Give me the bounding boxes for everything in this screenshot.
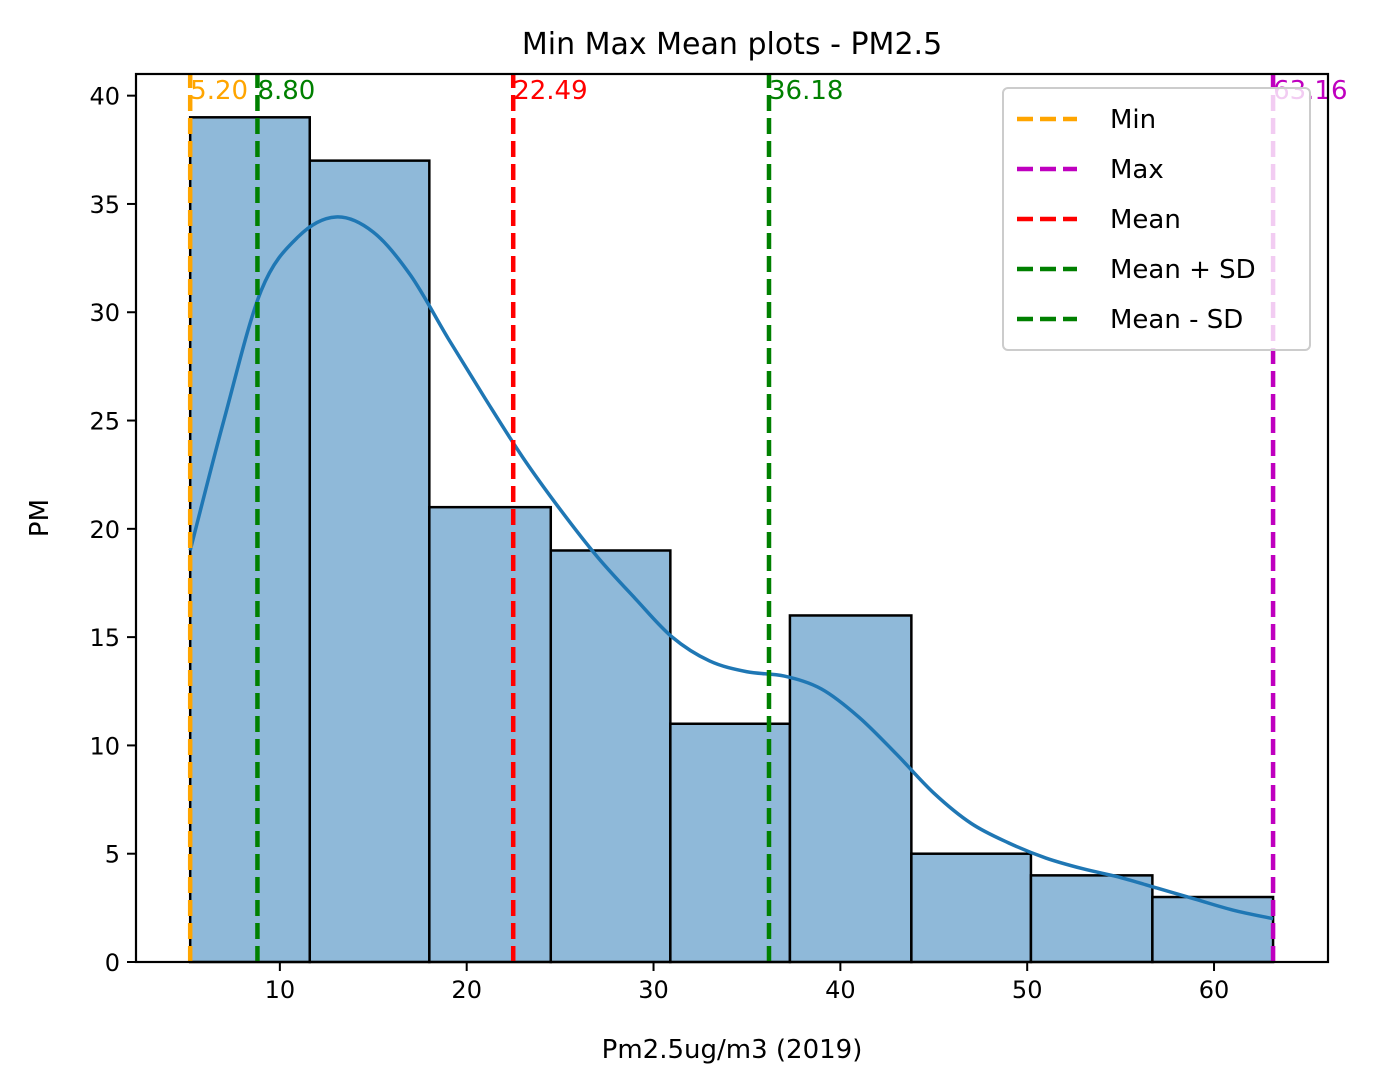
x-tick-label: 20 [451,976,482,1004]
histogram-bar-9 [1151,895,1275,964]
y-tick-label: 0 [105,949,120,977]
x-tick-label: 10 [265,976,296,1004]
histogram-bar-8 [1029,874,1154,964]
y-tick-label: 25 [89,408,120,436]
y-tick-label: 15 [89,624,120,652]
reference-label-mean: 22.49 [513,76,587,106]
histogram-bar-6 [788,614,913,964]
x-tick-label: 60 [1199,976,1230,1004]
x-axis-title: Pm2.5ug/m3 (2019) [602,1035,863,1065]
chart-title: Min Max Mean plots - PM2.5 [522,27,942,62]
x-tick-label: 40 [825,976,856,1004]
legend: Min Max Mean Mean + SD Mean - SD [1002,87,1311,351]
legend-label-mean-minus-plus-minus-sd: Mean + SD [1110,255,1256,285]
plot-frame [134,72,1330,964]
legend-label-max: Max [1110,155,1164,185]
y-tick-label: 5 [105,841,120,869]
legend-label-min: Min [1110,105,1156,135]
reference-label-mean-minus-sd: 8.80 [257,76,315,106]
kde-layer [188,215,1274,921]
legend-label-mean-minus-sd: Mean - SD [1110,305,1243,335]
y-axis-title: PM [25,499,55,537]
histogram-bar-2 [308,159,431,964]
histogram-bar-1 [188,116,312,964]
y-tick-label: 20 [89,516,120,544]
y-tick-label: 35 [89,191,120,219]
x-tick-label: 30 [638,976,669,1004]
reference-label-mean-minus-plus-minus-sd: 36.18 [769,76,843,106]
bars-layer [188,116,1275,964]
histogram-bar-3 [428,505,553,964]
kde-curve [188,215,1274,921]
legend-box [1002,87,1311,351]
y-tick-label: 40 [89,83,120,111]
histogram-bar-5 [669,722,792,964]
y-tick-label: 10 [89,732,120,760]
x-tick-label: 50 [1012,976,1043,1004]
axes-layer: 10 20 30 40 50 60 0 5 10 15 20 25 30 35 40 [89,72,1330,1004]
y-tick-label: 30 [89,299,120,327]
histogram-bar-4 [549,549,672,964]
histogram-bar-7 [910,852,1033,964]
legend-label-mean: Mean [1110,205,1181,235]
reference-label-min: 5.20 [190,76,248,106]
